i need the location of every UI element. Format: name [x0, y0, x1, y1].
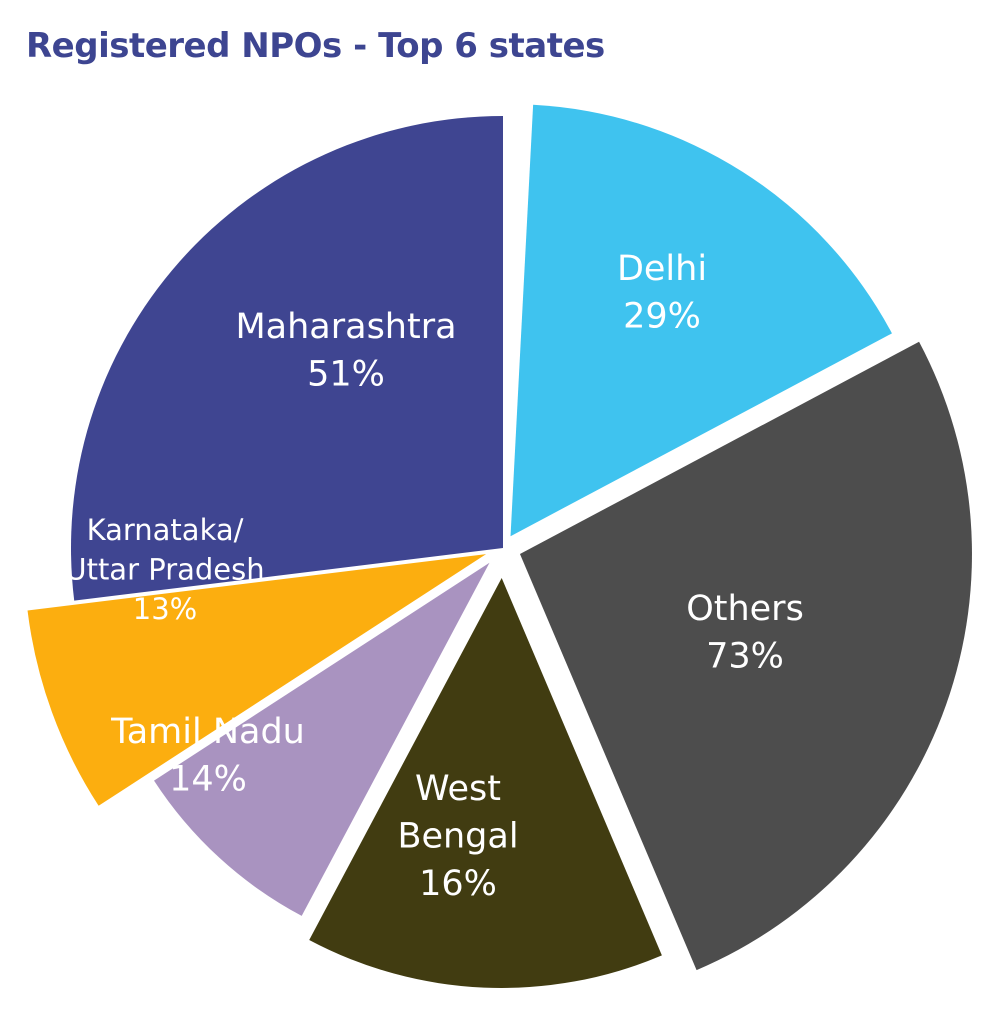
slice-value-label: 29%: [623, 297, 701, 337]
pie-slice-karnataka-uttar-pradesh: [27, 554, 487, 806]
pie-slice-maharashtra: [71, 116, 503, 601]
slice-name-label: Karnataka/: [87, 513, 244, 547]
slice-name-label: Uttar Pradesh: [65, 552, 264, 586]
chart-title: Registered NPOs - Top 6 states: [26, 26, 605, 66]
slice-name-label: Bengal: [397, 817, 518, 857]
slice-value-label: 14%: [169, 760, 247, 800]
slice-value-label: 51%: [307, 355, 385, 395]
slice-value-label: 73%: [706, 637, 784, 677]
slice-name-label: West: [415, 769, 501, 809]
pie-slice-others: [519, 341, 972, 971]
slice-value-label: 16%: [419, 864, 497, 904]
pie-slice-tamil-nadu: [154, 562, 490, 916]
slice-name-label: Maharashtra: [235, 307, 456, 347]
pie-slice-delhi: [510, 104, 892, 537]
slice-name-label: Delhi: [617, 249, 707, 289]
slice-value-label: 13%: [133, 592, 197, 626]
slice-name-label: Others: [686, 589, 804, 629]
pie-slice-west-bengal: [309, 577, 662, 988]
slice-name-label: Tamil Nadu: [110, 712, 305, 752]
